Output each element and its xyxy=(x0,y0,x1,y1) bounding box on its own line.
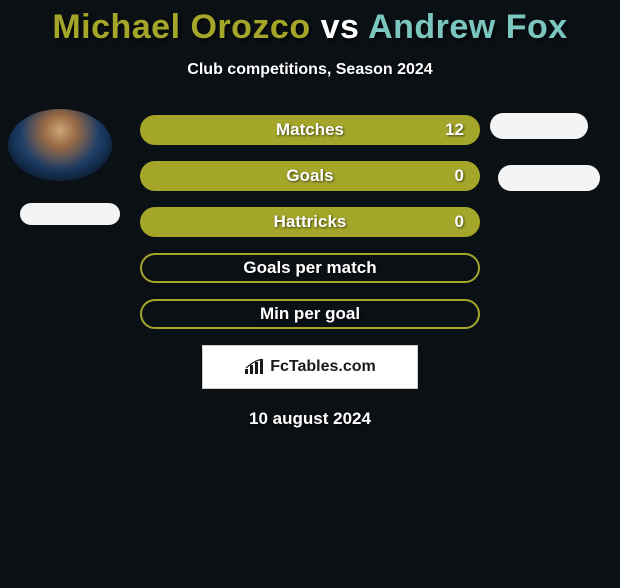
player1-avatar xyxy=(8,109,112,181)
bar-label: Hattricks xyxy=(274,212,347,232)
bar-goals: Goals 0 xyxy=(140,161,480,191)
title-player2: Andrew Fox xyxy=(368,8,568,46)
title-vs: vs xyxy=(321,8,360,46)
bar-hattricks: Hattricks 0 xyxy=(140,207,480,237)
page-title: Michael Orozco vs Andrew Fox xyxy=(0,8,620,47)
bar-value: 0 xyxy=(455,212,464,232)
player1-name-pill xyxy=(20,203,120,225)
bar-min-per-goal: Min per goal xyxy=(140,299,480,329)
brand-box[interactable]: FcTables.com xyxy=(202,345,418,389)
player2-avatar-pill xyxy=(490,113,588,139)
date-text: 10 august 2024 xyxy=(0,409,620,429)
bar-goals-per-match: Goals per match xyxy=(140,253,480,283)
bar-value: 12 xyxy=(445,120,464,140)
stat-bars: Matches 12 Goals 0 Hattricks 0 Goals per… xyxy=(140,115,480,329)
title-player1: Michael Orozco xyxy=(52,8,310,46)
bar-value: 0 xyxy=(455,166,464,186)
bar-label: Min per goal xyxy=(260,304,360,324)
brand-text: FcTables.com xyxy=(270,358,376,376)
comparison-stage: Matches 12 Goals 0 Hattricks 0 Goals per… xyxy=(0,115,620,429)
bar-matches: Matches 12 xyxy=(140,115,480,145)
bar-label: Matches xyxy=(276,120,344,140)
player2-name-pill xyxy=(498,165,600,191)
barchart-icon xyxy=(244,359,264,375)
bar-label: Goals xyxy=(286,166,333,186)
subtitle: Club competitions, Season 2024 xyxy=(0,61,620,79)
bar-label: Goals per match xyxy=(243,258,376,278)
